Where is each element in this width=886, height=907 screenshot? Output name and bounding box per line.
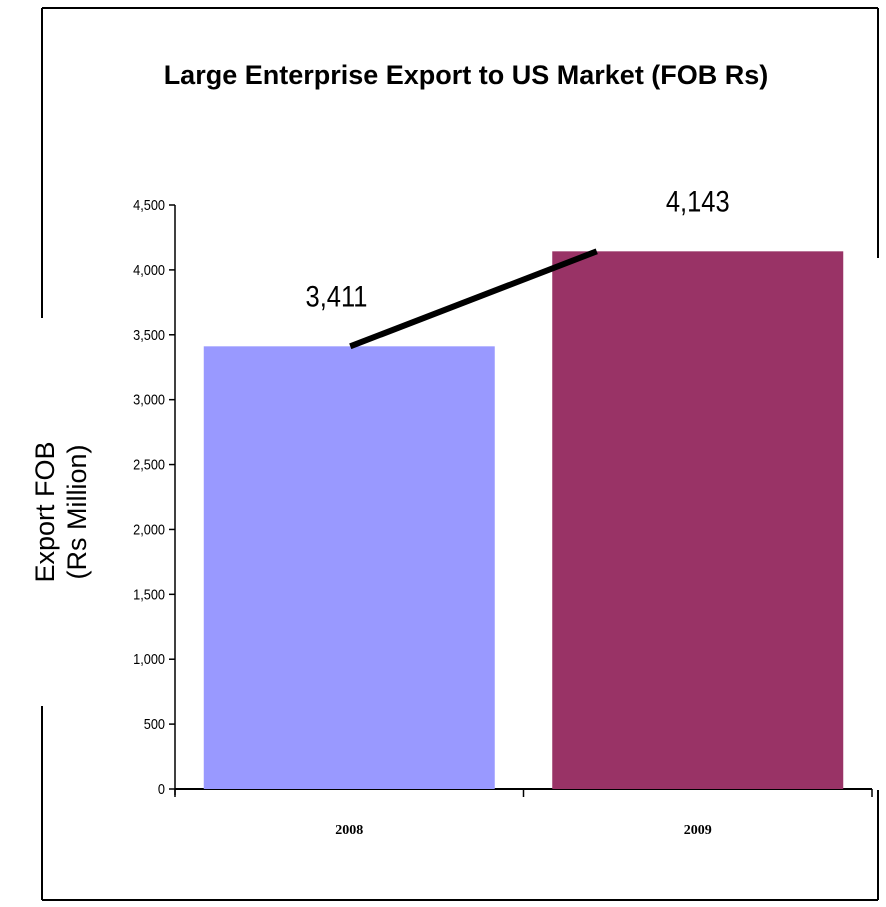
data-label: 4,143 xyxy=(666,184,730,217)
y-axis-label: Export FOB (Rs Million) xyxy=(30,441,92,582)
y-tick-label: 1,500 xyxy=(133,585,165,602)
plot-area: 0 500 1,000 1,500 2,000 2,500 3,000 3,500 4,000 4… xyxy=(133,184,873,838)
bar xyxy=(552,251,844,789)
bar xyxy=(203,346,495,789)
x-tick-label: 2008 xyxy=(335,823,363,838)
y-tick-label: 3,000 xyxy=(133,391,165,408)
y-tick-label: 2,000 xyxy=(133,520,165,537)
data-label: 3,411 xyxy=(306,279,368,312)
y-tick-label: 2,500 xyxy=(133,456,165,473)
y-axis-label-line-2: (Rs Million) xyxy=(62,445,92,580)
chart-title: Large Enterprise Export to US Market (FO… xyxy=(164,60,769,90)
x-tick-label: 2009 xyxy=(684,823,712,838)
y-tick-label: 1,000 xyxy=(133,650,165,667)
y-tick-label: 4,500 xyxy=(133,196,165,213)
y-tick-label: 0 xyxy=(158,780,165,797)
y-axis-label-line-1: Export FOB xyxy=(30,441,60,582)
y-tick-label: 500 xyxy=(144,715,165,732)
trend-line xyxy=(349,248,598,350)
y-tick-label: 3,500 xyxy=(133,326,165,343)
y-tick-label: 4,000 xyxy=(133,261,165,278)
